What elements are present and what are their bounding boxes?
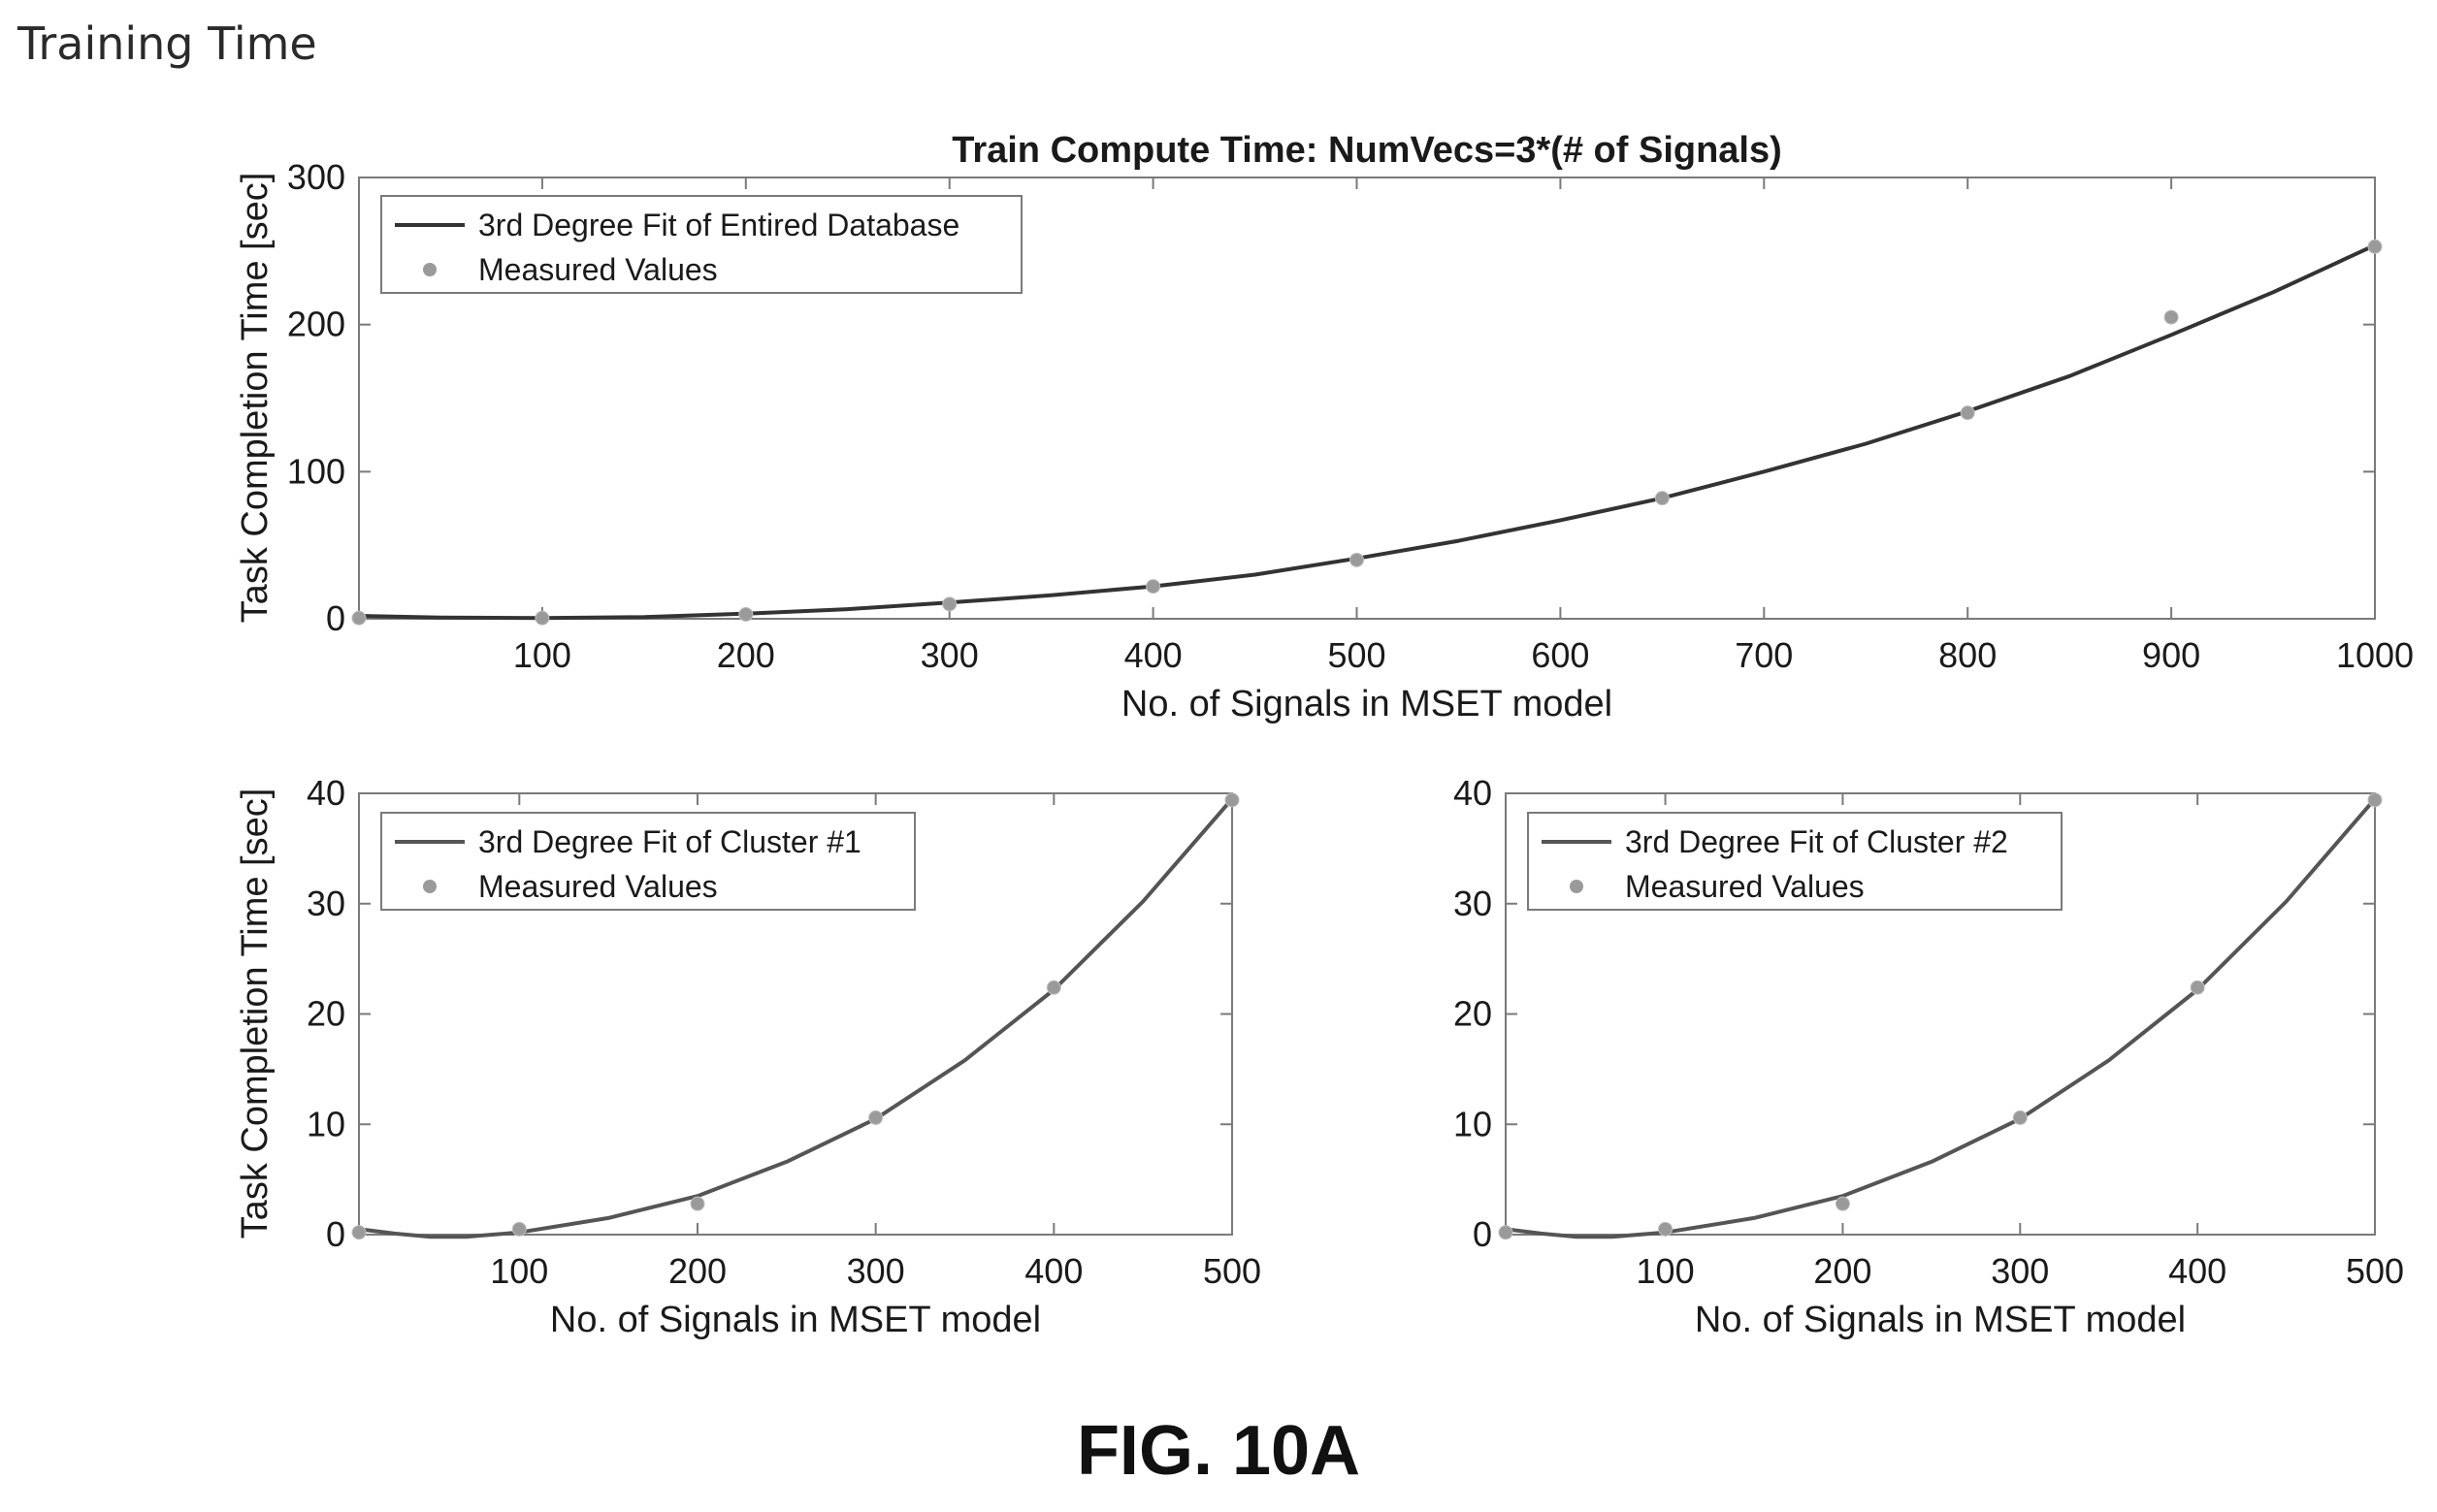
legend: 3rd Degree Fit of Entired Database Measur… [380, 195, 1023, 294]
data-point [1146, 579, 1161, 595]
y-axis-label: Task Completion Time [sec] [235, 788, 276, 1239]
legend: 3rd Degree Fit of Cluster #2 Measured Val… [1527, 812, 2063, 911]
y-tick-label: 10 [1453, 1104, 1492, 1143]
y-tick-label: 0 [1473, 1214, 1492, 1254]
data-point [2367, 239, 2383, 254]
data-point [2012, 1110, 2028, 1125]
data-point [351, 1225, 367, 1240]
x-tick-label: 500 [2346, 1251, 2404, 1291]
legend-entry: Measured Values [478, 252, 718, 287]
x-tick-label: 400 [1024, 1251, 1083, 1291]
legend-entry: 3rd Degree Fit of Entired Database [478, 208, 959, 242]
x-tick-label: 200 [1813, 1251, 1871, 1291]
x-tick-label: 400 [2168, 1251, 2226, 1291]
data-point [1224, 792, 1240, 808]
legend-box [380, 195, 1023, 294]
y-tick-label: 100 [287, 451, 345, 491]
data-point [351, 610, 367, 626]
legend-entry: 3rd Degree Fit of Cluster #1 [478, 824, 861, 859]
legend-swatch-marker [423, 880, 437, 893]
data-point [1046, 980, 1061, 995]
legend-entry: Measured Values [1625, 869, 1865, 904]
y-axis-label: Task Completion Time [sec] [235, 173, 276, 624]
x-tick-label: 300 [847, 1251, 905, 1291]
legend-swatch-marker [423, 263, 437, 276]
x-tick-label: 500 [1203, 1251, 1261, 1291]
x-tick-label: 100 [513, 635, 571, 675]
y-tick-label: 40 [307, 773, 345, 813]
legend-box [1527, 812, 2063, 911]
legend-swatch-marker [1570, 880, 1583, 893]
data-point [2367, 792, 2383, 808]
y-tick-label: 0 [326, 1214, 345, 1254]
x-tick-label: 500 [1327, 635, 1385, 675]
legend-entry: 3rd Degree Fit of Cluster #2 [1625, 824, 2008, 859]
x-tick-label: 600 [1531, 635, 1589, 675]
x-tick-label: 700 [1735, 635, 1793, 675]
x-tick-label: 100 [490, 1251, 548, 1291]
y-tick-label: 0 [326, 598, 345, 638]
page-title: Training Time [17, 17, 317, 70]
data-point [738, 606, 754, 622]
figure-caption: FIG. 10A [1076, 1412, 1361, 1490]
data-point [1960, 405, 1975, 421]
x-tick-label: 1000 [2336, 635, 2414, 675]
x-axis-label: No. of Signals in MSET model [550, 1300, 1041, 1340]
x-tick-label: 900 [2142, 635, 2200, 675]
x-tick-label: 300 [1991, 1251, 2049, 1291]
data-point [1654, 491, 1670, 506]
data-point [942, 596, 958, 612]
y-tick-label: 40 [1453, 773, 1492, 813]
data-point [868, 1110, 884, 1125]
legend-entry: Measured Values [478, 869, 718, 904]
y-tick-label: 30 [1453, 884, 1492, 923]
y-tick-label: 200 [287, 305, 345, 344]
y-tick-label: 20 [307, 994, 345, 1034]
y-tick-label: 30 [307, 884, 345, 923]
x-tick-label: 100 [1637, 1251, 1695, 1291]
data-point [2163, 309, 2179, 325]
chart-2: 100 200 300 400 500 0 10 20 30 40 No. of Signals i… [235, 773, 1261, 1340]
data-point [1835, 1196, 1850, 1211]
data-point [690, 1196, 705, 1211]
x-tick-label: 800 [1938, 635, 1997, 675]
data-point [1658, 1221, 1673, 1237]
chart-3: 100 200 300 400 500 0 10 20 30 40 No. of Signals i… [1453, 773, 2404, 1340]
x-tick-label: 300 [921, 635, 979, 675]
x-tick-label: 400 [1124, 635, 1183, 675]
data-point [1349, 552, 1365, 567]
data-point [2190, 980, 2205, 995]
x-tick-label: 200 [668, 1251, 727, 1291]
y-tick-label: 300 [287, 157, 345, 197]
x-tick-label: 200 [717, 635, 775, 675]
x-axis-label: No. of Signals in MSET model [1121, 684, 1612, 724]
chart-1: 100 200 300 400 500 600 700 800 900 1000 0 100 200 30… [235, 130, 2414, 724]
data-point [511, 1221, 527, 1237]
legend-box [380, 812, 916, 911]
data-point [1498, 1225, 1513, 1240]
y-tick-label: 10 [307, 1104, 345, 1143]
chart-title: Train Compute Time: NumVecs=3*(# of Sign… [952, 130, 1782, 171]
legend: 3rd Degree Fit of Cluster #1 Measured Val… [380, 812, 916, 911]
x-axis-label: No. of Signals in MSET model [1695, 1300, 2186, 1340]
y-tick-label: 20 [1453, 994, 1492, 1034]
data-point [535, 610, 550, 626]
